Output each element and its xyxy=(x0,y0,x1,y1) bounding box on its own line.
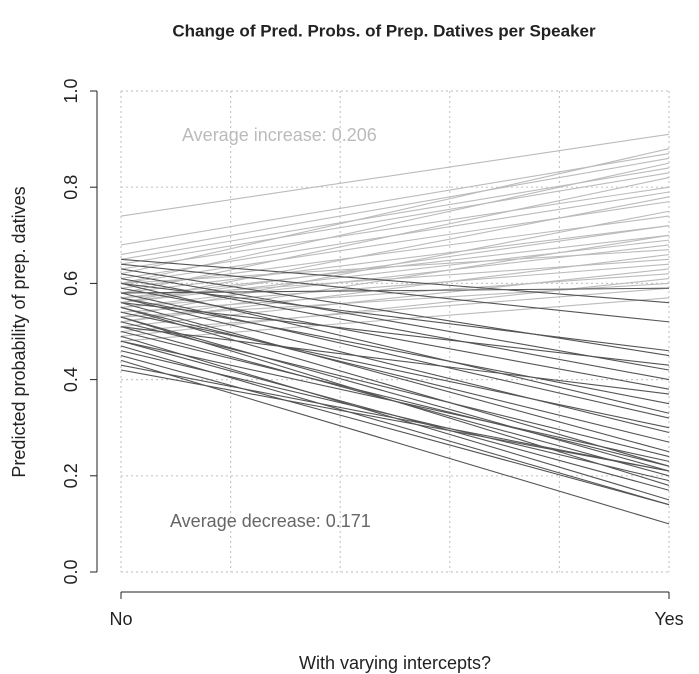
speaker-line xyxy=(120,297,670,342)
speaker-line xyxy=(120,258,670,304)
speaker-line xyxy=(120,297,670,434)
speaker-line xyxy=(120,186,670,270)
speaker-line xyxy=(120,321,670,458)
annotation: Average decrease: 0.171 xyxy=(170,511,371,531)
speaker-line xyxy=(120,133,670,217)
speaker-line xyxy=(120,278,670,337)
y-tick-label: 0.2 xyxy=(61,463,81,488)
speaker-line xyxy=(120,302,670,366)
speaker-line xyxy=(120,287,670,390)
y-tick-label: 0.0 xyxy=(61,559,81,584)
chart-title: Change of Pred. Probs. of Prep. Datives … xyxy=(172,21,596,40)
speaker-line xyxy=(120,148,670,275)
speaker-line xyxy=(120,287,670,294)
y-tick-label: 0.8 xyxy=(61,175,81,200)
speaker-line xyxy=(120,311,670,429)
speaker-line xyxy=(120,350,670,482)
y-tick-label: 0.4 xyxy=(61,367,81,392)
speaker-line xyxy=(120,196,670,304)
speaker-line xyxy=(120,162,670,284)
speaker-line xyxy=(120,364,670,472)
annotation: Average increase: 0.206 xyxy=(182,125,377,145)
speaker-line xyxy=(120,306,670,443)
x-tick-label: No xyxy=(109,609,132,629)
speaker-line xyxy=(120,273,670,371)
speaker-line xyxy=(120,201,670,284)
speaker-line xyxy=(120,292,670,419)
speaker-line xyxy=(120,340,670,462)
speaker-line xyxy=(120,215,670,289)
speaker-line xyxy=(120,258,670,299)
x-tick-label: Yes xyxy=(654,609,683,629)
speaker-line xyxy=(120,330,670,467)
speaker-line xyxy=(120,316,670,472)
y-tick-label: 1.0 xyxy=(61,78,81,103)
speaker-line xyxy=(120,355,670,506)
speaker-line xyxy=(120,225,670,294)
y-axis-label: Predicted probability of prep. datives xyxy=(9,186,29,477)
speaker-line xyxy=(120,263,670,308)
speaker-line xyxy=(120,268,670,357)
speaker-line xyxy=(120,157,670,256)
x-axis-label: With varying intercepts? xyxy=(299,653,491,673)
speaker-line xyxy=(120,369,670,472)
speaker-line xyxy=(120,172,670,265)
speaker-line xyxy=(120,282,670,352)
speaker-line xyxy=(120,326,670,395)
speaker-line xyxy=(120,359,670,525)
y-tick-label: 0.6 xyxy=(61,271,81,296)
speaker-line xyxy=(120,268,670,328)
speaker-line xyxy=(120,263,670,323)
speaker-line xyxy=(120,302,670,453)
speaker-line xyxy=(120,152,670,246)
speaker-line xyxy=(120,278,670,381)
speaker-line xyxy=(120,297,670,405)
speaker-line xyxy=(120,306,670,467)
speaker-line xyxy=(120,249,670,284)
